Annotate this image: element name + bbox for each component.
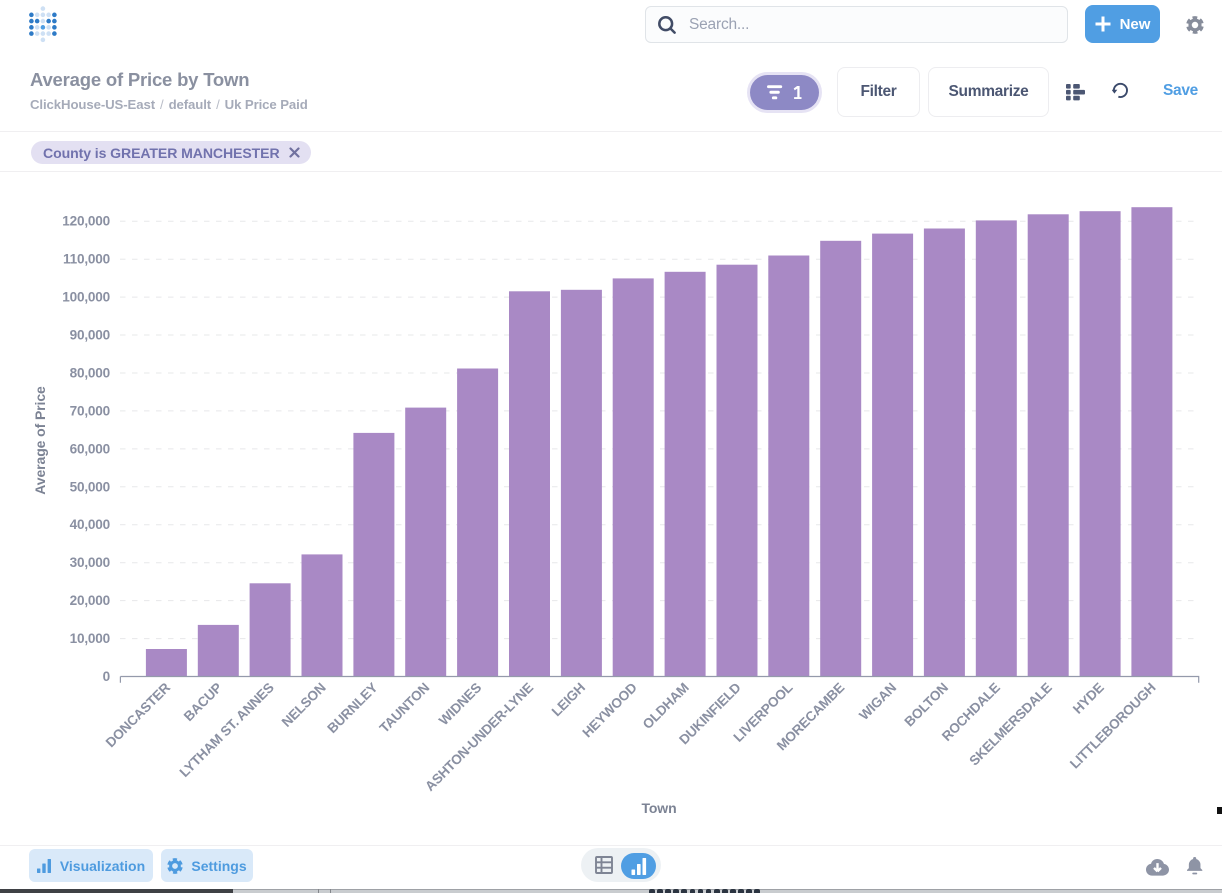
svg-text:DONCASTER: DONCASTER [103,680,173,750]
svg-text:110,000: 110,000 [63,252,110,267]
svg-text:LITTLEBOROUGH: LITTLEBOROUGH [1067,680,1159,772]
svg-text:100,000: 100,000 [62,290,110,305]
svg-text:WIDNES: WIDNES [436,680,484,728]
svg-text:50,000: 50,000 [70,479,110,494]
svg-text:70,000: 70,000 [70,403,110,418]
svg-text:HYDE: HYDE [1070,680,1107,717]
svg-text:80,000: 80,000 [70,366,110,381]
svg-text:HEYWOOD: HEYWOOD [579,680,640,741]
svg-text:40,000: 40,000 [70,517,110,532]
svg-text:ASHTON-UNDER-LYNE: ASHTON-UNDER-LYNE [422,680,536,794]
svg-text:WIGAN: WIGAN [856,680,899,723]
svg-text:Average of Price: Average of Price [32,386,48,495]
svg-text:TAUNTON: TAUNTON [377,680,433,736]
svg-text:NELSON: NELSON [279,680,329,730]
svg-text:20,000: 20,000 [70,593,110,608]
svg-text:LEIGH: LEIGH [549,680,588,719]
svg-text:BURNLEY: BURNLEY [324,680,380,736]
svg-text:90,000: 90,000 [70,328,110,343]
svg-text:10,000: 10,000 [70,631,110,646]
svg-text:120,000: 120,000 [62,214,110,229]
svg-text:BOLTON: BOLTON [902,680,951,729]
svg-text:OLDHAM: OLDHAM [640,680,692,732]
svg-text:LYTHAM ST. ANNES: LYTHAM ST. ANNES [177,680,277,780]
svg-text:BACUP: BACUP [181,680,225,724]
svg-text:60,000: 60,000 [70,441,110,456]
svg-text:Town: Town [641,800,676,816]
svg-text:0: 0 [103,669,110,684]
svg-text:30,000: 30,000 [70,555,110,570]
